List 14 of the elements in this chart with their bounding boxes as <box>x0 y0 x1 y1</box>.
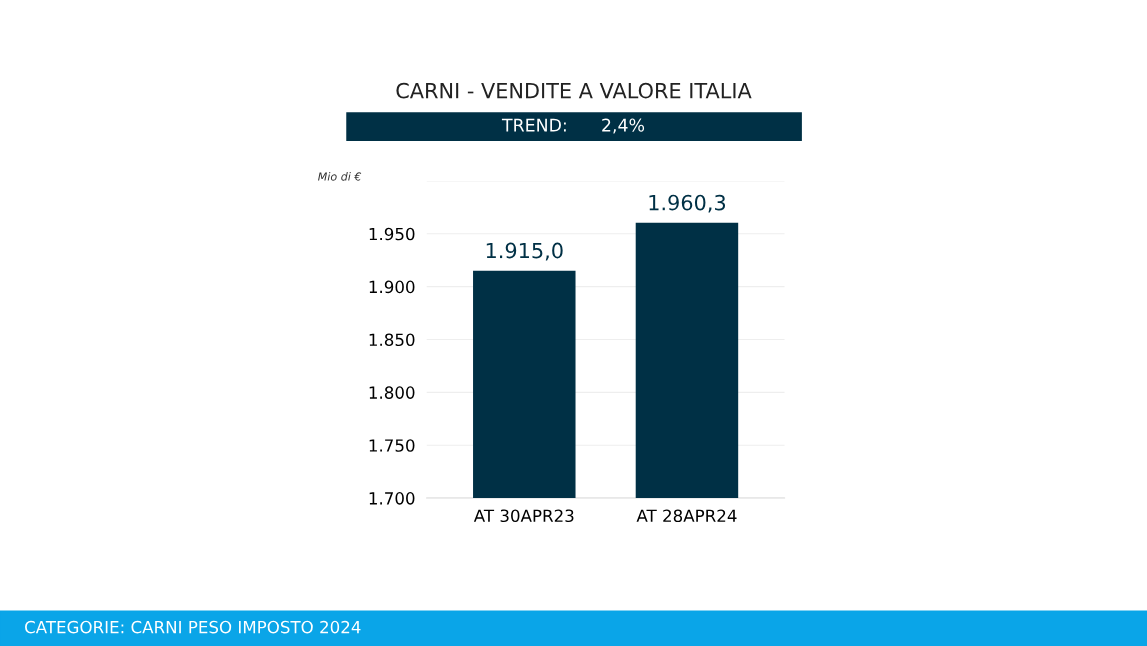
y-axis-title: Mio di € <box>318 172 362 181</box>
y-tick-label: 1.750 <box>369 439 415 452</box>
x-tick-label: AT 30APR23 <box>473 509 574 523</box>
chart-title: CARNI - VENDITE A VALORE ITALIA <box>396 82 752 99</box>
y-tick-label: 1.950 <box>369 227 415 241</box>
y-tick-label: 1.800 <box>369 386 415 399</box>
text: CATEGORIE: CARNI PESO IMPOSTO 2024 <box>25 620 361 634</box>
x-tick-label: AT 28APR24 <box>636 509 737 523</box>
y-tick-label: 1.850 <box>369 333 415 347</box>
data-label: 1.960,3 <box>649 194 726 213</box>
y-tick-label: 1.700 <box>369 492 415 505</box>
data-label: 1.915,0 <box>486 242 563 261</box>
chart-subtitle: TREND: 2,4% <box>501 118 645 134</box>
y-tick-label: 1.900 <box>369 280 415 294</box>
